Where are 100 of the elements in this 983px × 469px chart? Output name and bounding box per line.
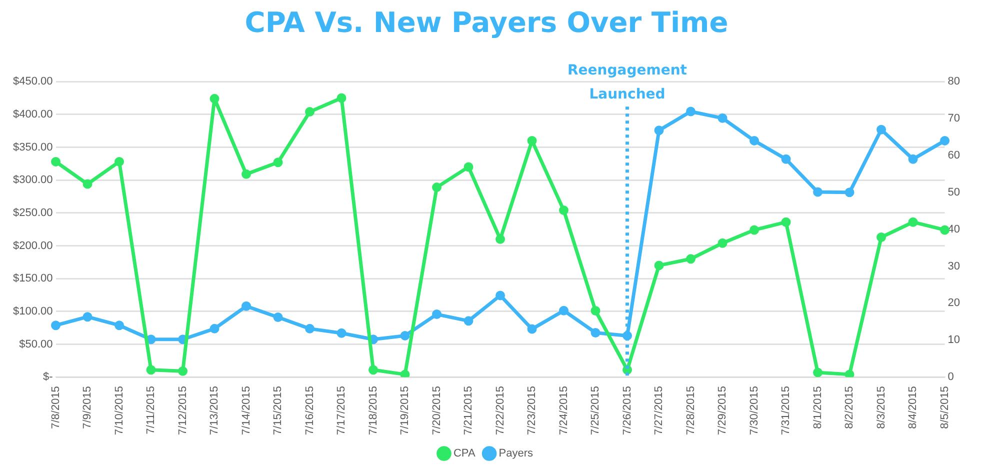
y2-tick-label: 50: [948, 186, 960, 198]
point: [686, 106, 696, 116]
y2-tick-label: 0: [948, 371, 954, 384]
point: [844, 188, 854, 198]
x-tick-label: 7/18/2015: [367, 386, 380, 435]
point: [82, 179, 92, 189]
point: [51, 320, 61, 330]
point: [51, 156, 61, 166]
y2-tick-label: 70: [948, 112, 960, 125]
point: [496, 234, 506, 244]
point: [781, 154, 791, 164]
y-tick-label: $400.00: [12, 108, 53, 120]
x-tick-label: 7/24/2015: [558, 386, 570, 435]
x-tick-label: 7/29/2015: [716, 386, 729, 435]
point: [146, 334, 156, 344]
point: [686, 254, 696, 264]
point: [559, 306, 569, 316]
x-tick-label: 8/3/2015: [875, 386, 888, 429]
point: [590, 306, 600, 316]
point: [210, 94, 220, 104]
x-tick-label: 7/27/2015: [653, 386, 666, 435]
x-tick-label: 7/23/2015: [526, 386, 538, 435]
x-tick-label: 7/16/2015: [304, 386, 316, 435]
point: [654, 126, 664, 136]
x-tick-label: 7/17/2015: [336, 386, 348, 435]
point: [590, 328, 600, 338]
x-tick-label: 7/19/2015: [399, 386, 412, 435]
point: [432, 182, 442, 192]
point: [781, 217, 791, 227]
y2-tick-label: 80: [948, 76, 960, 88]
x-tick-label: 8/1/2015: [812, 386, 824, 429]
legend-label: Payers: [498, 448, 534, 460]
point: [464, 162, 474, 172]
x-tick-label: 7/28/2015: [684, 386, 697, 435]
x-tick-label: 7/21/2015: [462, 386, 475, 435]
y2-tick-label: 20: [948, 297, 960, 310]
y-tick-label: $150.00: [12, 272, 53, 285]
point: [496, 290, 506, 300]
y-tick-label: $250.00: [12, 206, 53, 219]
x-tick-label: 7/11/2015: [145, 386, 158, 434]
y-tick-label: $350.00: [12, 141, 53, 154]
point: [464, 316, 474, 326]
point: [210, 324, 220, 334]
y-tick-label: $450.00: [12, 76, 53, 88]
point: [876, 124, 886, 134]
x-tick-label: 7/25/2015: [590, 386, 602, 435]
point: [813, 187, 823, 197]
point: [654, 260, 664, 270]
point: [273, 312, 283, 322]
y2-tick-label: 30: [948, 260, 960, 272]
point: [813, 368, 823, 378]
point: [114, 156, 124, 166]
y2-tick-label: 60: [948, 149, 960, 162]
point: [305, 107, 315, 117]
point: [527, 136, 537, 146]
chart-title: CPA Vs. New Payers Over Time: [244, 6, 728, 40]
point: [844, 370, 854, 378]
legend-label: CPA: [453, 448, 476, 460]
point: [750, 225, 760, 235]
point: [718, 238, 728, 248]
point: [908, 217, 918, 227]
point: [336, 328, 346, 338]
x-tick-label: 7/26/2015: [621, 386, 634, 435]
y2-tick-label: 40: [948, 223, 960, 236]
point: [178, 366, 188, 376]
y-tick-label: $50.00: [19, 338, 53, 350]
point: [432, 310, 442, 320]
point: [368, 365, 378, 375]
x-tick-label: 7/22/2015: [494, 386, 506, 435]
point: [273, 158, 283, 168]
point: [750, 136, 760, 146]
y2-tick-label: 10: [948, 334, 960, 346]
point: [559, 206, 569, 216]
x-tick-label: 7/31/2015: [780, 386, 792, 435]
x-tick-label: 8/2/2015: [844, 386, 856, 429]
point: [400, 330, 410, 340]
x-tick-label: 7/8/2015: [50, 386, 62, 429]
point: [718, 113, 728, 123]
ref-line-label: Reengagement Launched: [568, 62, 688, 103]
x-tick-label: 7/10/2015: [113, 386, 126, 435]
point: [400, 370, 410, 378]
x-tick-label: 7/14/2015: [240, 386, 252, 435]
y-tick-label: $-: [42, 371, 54, 384]
point: [82, 312, 92, 322]
point: [940, 225, 950, 235]
x-tick-label: 7/12/2015: [176, 386, 189, 435]
point: [114, 320, 124, 330]
point: [940, 136, 950, 146]
x-tick-label: 7/13/2015: [208, 386, 221, 435]
point: [336, 93, 346, 103]
x-tick-label: 8/5/2015: [938, 386, 951, 429]
point: [146, 365, 156, 375]
point: [527, 324, 537, 334]
point: [876, 232, 886, 242]
point: [242, 301, 252, 311]
point: [242, 169, 252, 179]
y-tick-label: $100.00: [12, 305, 53, 318]
y-tick-label: $300.00: [12, 174, 53, 186]
x-tick-label: 7/20/2015: [430, 386, 443, 435]
x-tick-label: 7/15/2015: [272, 386, 284, 435]
